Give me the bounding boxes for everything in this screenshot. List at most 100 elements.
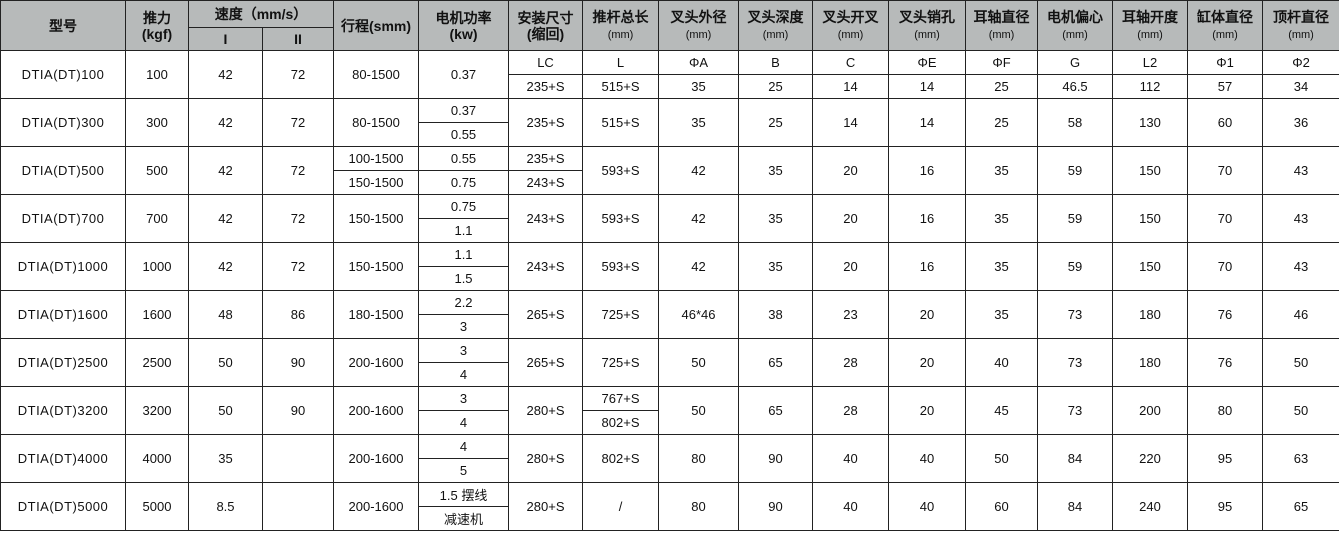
col-unit: (mm) (685, 28, 712, 41)
cell-v1: 48 (188, 290, 263, 339)
col-model: 型号 (0, 0, 126, 51)
cell-c: 28 (812, 338, 890, 387)
cell-c: 20 (812, 242, 890, 291)
cell-e: 14 (888, 98, 967, 147)
cell-thrust: 300 (125, 98, 189, 147)
spec-table: 型号 推力 (kgf) 速度（mm/s） 行程(smm) 电机功率 (kw) 安装尺… (0, 0, 1339, 531)
cell-stroke: 200-1600 (333, 386, 420, 435)
cell-d2: 65 (1262, 482, 1339, 531)
cell-d2: 50 (1262, 386, 1339, 435)
cell-v2: 72 (261, 50, 335, 99)
cell-b: 25 (738, 98, 814, 147)
col-unit: (mm) (1288, 28, 1314, 41)
cell-l: 725+S (582, 338, 660, 387)
cell-thrust: 4000 (125, 434, 189, 483)
cell-power: 0.37 (418, 50, 510, 99)
cell-thrust: 1600 (125, 290, 189, 339)
cell-model: DTIA(DT)100 (0, 50, 126, 99)
cell-l: 515+S (582, 98, 660, 147)
cell-a: ΦA (658, 50, 740, 75)
cell-f: 35 (965, 194, 1039, 243)
cell-g: 59 (1037, 146, 1114, 195)
cell-b: B (738, 50, 814, 75)
col-total-len: 推杆总长 (mm) (582, 0, 660, 51)
col-thrust-label: 推力 (143, 9, 171, 26)
table-row: DTIA(DT)5000 5000 8.5 200-1600 1.5 摆线 280+S/8… (0, 482, 1339, 531)
cell-l2: L2 (1112, 50, 1189, 75)
col-label: 叉头销孔 (899, 8, 956, 25)
col-install-unit: (缩回) (526, 25, 565, 42)
cell-d1: 57 (1187, 74, 1264, 99)
col-label: 缸体直径 (1197, 8, 1254, 25)
cell-power: 4 (418, 410, 510, 435)
cell-e: 20 (888, 386, 967, 435)
col-speed: 速度（mm/s） (187, 0, 335, 28)
cell-v2: 72 (261, 146, 335, 195)
cell-l: 593+S (582, 146, 660, 195)
cell-d1: 60 (1187, 98, 1264, 147)
cell-c: 40 (812, 434, 890, 483)
cell-e: 20 (888, 290, 967, 339)
table-row: DTIA(DT)1000 1000 42 72 150-1500 1.1 243+S 593+… (0, 242, 1339, 291)
cell-e: 40 (888, 434, 967, 483)
cell-a: 42 (658, 146, 740, 195)
cell-power: 0.75 (418, 170, 510, 195)
cell-thrust: 700 (125, 194, 189, 243)
col-install-label: 安装尺寸 (517, 9, 574, 26)
cell-lc: 280+S (508, 482, 584, 531)
cell-d1: 70 (1187, 242, 1264, 291)
cell-l: L (582, 50, 660, 75)
cell-a: 80 (658, 434, 740, 483)
cell-stroke: 180-1500 (333, 290, 420, 339)
cell-power: 1.5 摆线 (418, 482, 510, 507)
cell-l: 767+S (582, 386, 660, 411)
cell-stroke: 100-1500 (333, 146, 420, 171)
cell-a: 80 (658, 482, 740, 531)
cell-lc: 280+S (508, 434, 584, 483)
cell-model: DTIA(DT)300 (0, 98, 126, 147)
cell-l: 802+S (582, 410, 660, 435)
cell-d1: 76 (1187, 338, 1264, 387)
cell-model: DTIA(DT)500 (0, 146, 126, 195)
cell-a: 35 (658, 98, 740, 147)
cell-g: 73 (1037, 386, 1114, 435)
col-speed-ii: II (261, 27, 335, 51)
cell-d1: 70 (1187, 194, 1264, 243)
col-motor-offset: 电机偏心 (mm) (1037, 0, 1114, 51)
cell-v2: 90 (261, 386, 335, 435)
cell-d1: 80 (1187, 386, 1264, 435)
cell-thrust: 100 (125, 50, 189, 99)
cell-model: DTIA(DT)4000 (0, 434, 126, 483)
cell-v1: 50 (188, 338, 263, 387)
col-unit: (mm) (837, 28, 864, 41)
cell-v2: 72 (261, 98, 335, 147)
cell-d2: Φ2 (1262, 50, 1339, 75)
cell-a: 46*46 (658, 290, 740, 339)
cell-v2: 90 (261, 338, 335, 387)
cell-c: 20 (812, 194, 890, 243)
table-row: DTIA(DT)1600 1600 48 86 180-1500 2.2 265+S 725+… (0, 290, 1339, 339)
cell-a: 50 (658, 338, 740, 387)
cell-stroke: 150-1500 (333, 242, 420, 291)
cell-v1: 42 (188, 242, 263, 291)
col-label: 叉头外径 (670, 8, 727, 25)
cell-v2 (261, 482, 335, 531)
col-fork-open: 叉头开叉 (mm) (812, 0, 890, 51)
cell-model: DTIA(DT)1000 (0, 242, 126, 291)
col-unit: (mm) (762, 28, 789, 41)
col-trunnion-d: 耳轴直径 (mm) (965, 0, 1039, 51)
cell-lc: 280+S (508, 386, 584, 435)
col-cyl-d: 缸体直径 (mm) (1187, 0, 1264, 51)
cell-v1: 42 (188, 98, 263, 147)
col-install: 安装尺寸 (缩回) (508, 0, 584, 51)
cell-v1: 35 (188, 434, 263, 483)
cell-v2: 86 (261, 290, 335, 339)
col-label: 电机偏心 (1047, 8, 1104, 25)
col-speed-i: I (188, 27, 263, 51)
cell-e: 16 (888, 242, 967, 291)
cell-b: 35 (738, 242, 814, 291)
col-thrust-unit: (kgf) (141, 25, 173, 42)
cell-l2: 130 (1112, 98, 1189, 147)
cell-l: 802+S (582, 434, 660, 483)
cell-model: DTIA(DT)5000 (0, 482, 126, 531)
